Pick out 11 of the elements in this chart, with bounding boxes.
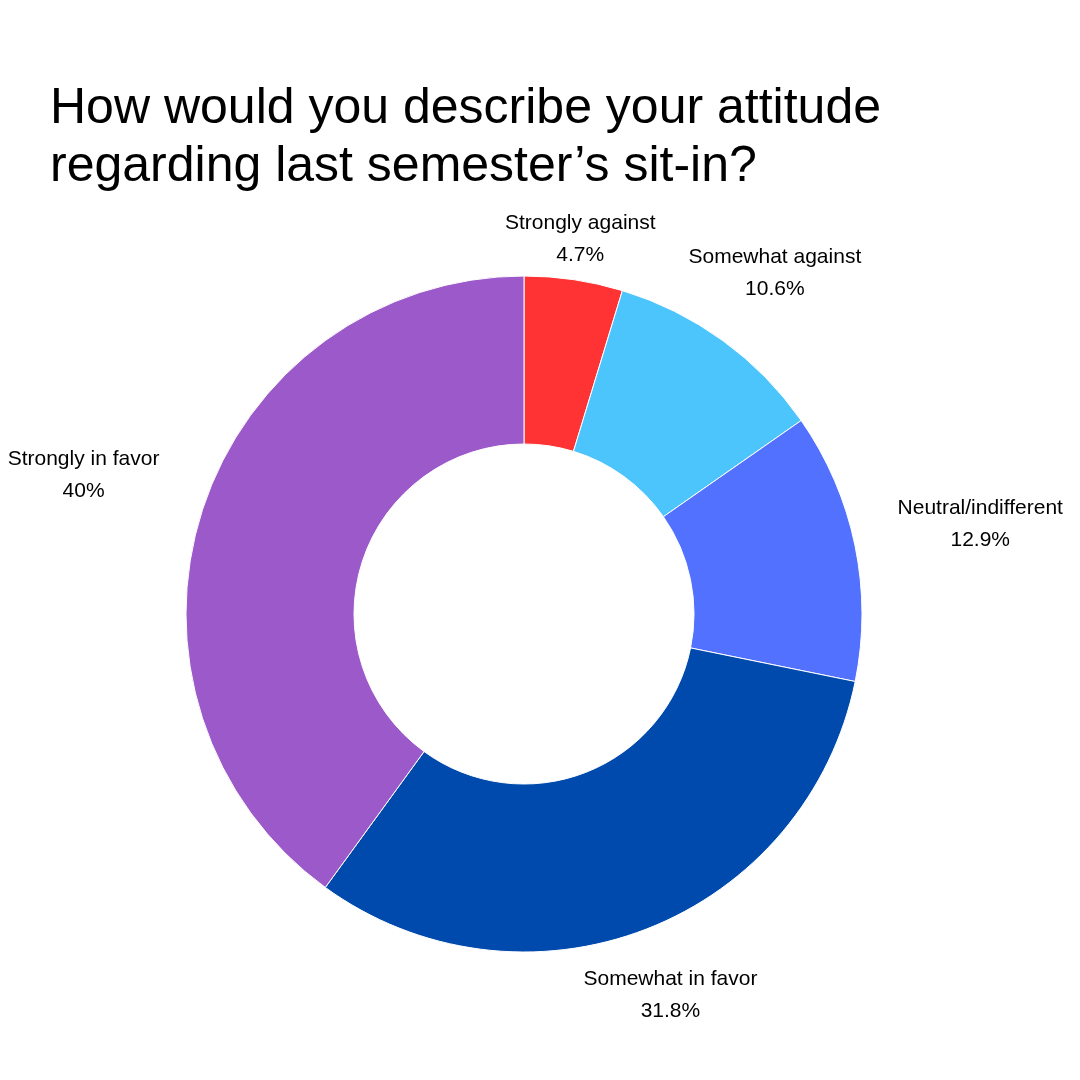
data-label: 31.8% bbox=[640, 997, 701, 1021]
slice-label: Somewhat against bbox=[688, 243, 862, 267]
data-label: 12.9% bbox=[950, 526, 1011, 550]
data-label: 4.7% bbox=[556, 242, 605, 266]
slice-label: Strongly against bbox=[505, 210, 656, 234]
slice-label: Somewhat in favor bbox=[583, 965, 758, 989]
slice-label: Strongly in favor bbox=[7, 445, 160, 469]
data-label: 10.6% bbox=[745, 275, 805, 299]
chart-title: How would you describe your attitude regarding last semester’s sit-in? bbox=[50, 78, 882, 192]
data-label: 40% bbox=[62, 477, 105, 501]
slice-label: Neutral/indifferent bbox=[897, 494, 1064, 518]
